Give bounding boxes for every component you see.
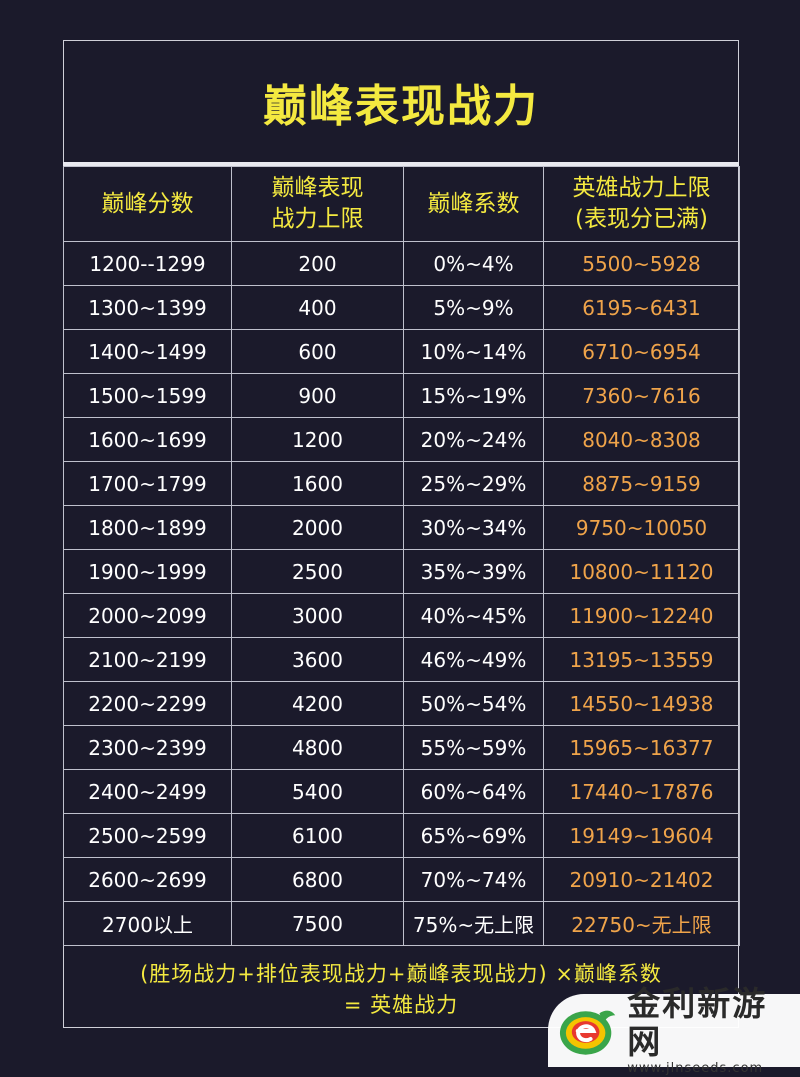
cell-peak-score: 2200~2299 — [63, 681, 232, 726]
cell-hero-power-cap: 7360~7616 — [543, 373, 740, 418]
cell-peak-score: 2000~2099 — [63, 593, 232, 638]
cell-performance-cap: 3000 — [231, 593, 404, 638]
table-row: 2300~2399 4800 55%~59% 15965~16377 — [63, 725, 740, 770]
cell-coefficient: 46%~49% — [403, 637, 544, 682]
cell-performance-cap: 6100 — [231, 813, 404, 858]
logo-icon — [559, 1010, 616, 1055]
cell-coefficient: 70%~74% — [403, 857, 544, 902]
cell-peak-score: 1300~1399 — [63, 285, 232, 330]
table-row: 2200~2299 4200 50%~54% 14550~14938 — [63, 681, 740, 726]
cell-performance-cap: 5400 — [231, 769, 404, 814]
cell-performance-cap: 1200 — [231, 417, 404, 462]
watermark-name: 金利新游网 — [627, 983, 768, 1061]
cell-hero-power-cap: 11900~12240 — [543, 593, 740, 638]
formula-note: (胜场战力+排位表现战力+巅峰表现战力) ×巅峰系数 = 英雄战力 — [63, 952, 739, 1028]
cell-hero-power-cap: 19149~19604 — [543, 813, 740, 858]
formula-line-1: (胜场战力+排位表现战力+巅峰表现战力) ×巅峰系数 — [140, 962, 662, 986]
table-row: 1900~1999 2500 35%~39% 10800~11120 — [63, 549, 740, 594]
cell-hero-power-cap: 22750~无上限 — [543, 901, 740, 946]
cell-hero-power-cap: 8875~9159 — [543, 461, 740, 506]
cell-performance-cap: 7500 — [231, 901, 404, 946]
cell-coefficient: 20%~24% — [403, 417, 544, 462]
cell-peak-score: 2600~2699 — [63, 857, 232, 902]
cell-performance-cap: 400 — [231, 285, 404, 330]
table-row: 1400~1499 600 10%~14% 6710~6954 — [63, 329, 740, 374]
cell-hero-power-cap: 6710~6954 — [543, 329, 740, 374]
cell-hero-power-cap: 13195~13559 — [543, 637, 740, 682]
cell-coefficient: 35%~39% — [403, 549, 544, 594]
table-row: 1200--1299 200 0%~4% 5500~5928 — [63, 241, 740, 286]
header-peak-coefficient: 巅峰系数 — [403, 166, 544, 242]
cell-peak-score: 2400~2499 — [63, 769, 232, 814]
table-row: 1800~1899 2000 30%~34% 9750~10050 — [63, 505, 740, 550]
cell-coefficient: 5%~9% — [403, 285, 544, 330]
cell-performance-cap: 900 — [231, 373, 404, 418]
cell-hero-power-cap: 17440~17876 — [543, 769, 740, 814]
table-row: 1300~1399 400 5%~9% 6195~6431 — [63, 285, 740, 330]
table-body: 1200--1299 200 0%~4% 5500~5928 1300~1399 400 5… — [63, 241, 740, 946]
cell-hero-power-cap: 6195~6431 — [543, 285, 740, 330]
cell-performance-cap: 600 — [231, 329, 404, 374]
cell-coefficient: 75%~无上限 — [403, 901, 544, 946]
cell-hero-power-cap: 20910~21402 — [543, 857, 740, 902]
cell-coefficient: 40%~45% — [403, 593, 544, 638]
header-hero-power-cap: 英雄战力上限 (表现分已满) — [543, 166, 740, 242]
cell-performance-cap: 2000 — [231, 505, 404, 550]
cell-hero-power-cap: 15965~16377 — [543, 725, 740, 770]
cell-coefficient: 65%~69% — [403, 813, 544, 858]
cell-coefficient: 30%~34% — [403, 505, 544, 550]
cell-coefficient: 60%~64% — [403, 769, 544, 814]
cell-performance-cap: 3600 — [231, 637, 404, 682]
table-row: 2000~2099 3000 40%~45% 11900~12240 — [63, 593, 740, 638]
cell-coefficient: 55%~59% — [403, 725, 544, 770]
cell-coefficient: 15%~19% — [403, 373, 544, 418]
table-row: 1600~1699 1200 20%~24% 8040~8308 — [63, 417, 740, 462]
cell-peak-score: 1800~1899 — [63, 505, 232, 550]
cell-peak-score: 2300~2399 — [63, 725, 232, 770]
cell-peak-score: 1700~1799 — [63, 461, 232, 506]
cell-peak-score: 1600~1699 — [63, 417, 232, 462]
table-row: 2700以上 7500 75%~无上限 22750~无上限 — [63, 901, 740, 946]
cell-peak-score: 1200--1299 — [63, 241, 232, 286]
table-header-row: 巅峰分数 巅峰表现 战力上限 巅峰系数 英雄战力上限 (表现分已满) — [63, 166, 740, 242]
table-row: 2600~2699 6800 70%~74% 20910~21402 — [63, 857, 740, 902]
cell-performance-cap: 4800 — [231, 725, 404, 770]
cell-hero-power-cap: 9750~10050 — [543, 505, 740, 550]
cell-performance-cap: 200 — [231, 241, 404, 286]
header-performance-cap: 巅峰表现 战力上限 — [231, 166, 404, 242]
cell-coefficient: 25%~29% — [403, 461, 544, 506]
table-row: 1500~1599 900 15%~19% 7360~7616 — [63, 373, 740, 418]
cell-peak-score: 2500~2599 — [63, 813, 232, 858]
cell-peak-score: 2700以上 — [63, 901, 232, 946]
cell-peak-score: 1900~1999 — [63, 549, 232, 594]
cell-coefficient: 50%~54% — [403, 681, 544, 726]
header-peak-score: 巅峰分数 — [63, 166, 232, 242]
table-row: 2500~2599 6100 65%~69% 19149~19604 — [63, 813, 740, 858]
cell-hero-power-cap: 8040~8308 — [543, 417, 740, 462]
title-divider — [63, 162, 739, 166]
cell-coefficient: 0%~4% — [403, 241, 544, 286]
power-table: 巅峰分数 巅峰表现 战力上限 巅峰系数 英雄战力上限 (表现分已满) 1200--1… — [63, 166, 740, 946]
cell-peak-score: 2100~2199 — [63, 637, 232, 682]
cell-performance-cap: 6800 — [231, 857, 404, 902]
table-row: 2400~2499 5400 60%~64% 17440~17876 — [63, 769, 740, 814]
watermark-url: www.jlnseeds.com — [627, 1060, 764, 1076]
cell-coefficient: 10%~14% — [403, 329, 544, 374]
cell-performance-cap: 1600 — [231, 461, 404, 506]
cell-peak-score: 1500~1599 — [63, 373, 232, 418]
cell-hero-power-cap: 5500~5928 — [543, 241, 740, 286]
cell-hero-power-cap: 10800~11120 — [543, 549, 740, 594]
cell-peak-score: 1400~1499 — [63, 329, 232, 374]
page-title: 巅峰表现战力 — [263, 81, 539, 132]
cell-performance-cap: 2500 — [231, 549, 404, 594]
formula-line-2: = 英雄战力 — [343, 993, 459, 1017]
table-row: 2100~2199 3600 46%~49% 13195~13559 — [63, 637, 740, 682]
table-row: 1700~1799 1600 25%~29% 8875~9159 — [63, 461, 740, 506]
watermark: 金利新游网 www.jlnseeds.com — [548, 984, 800, 1076]
cell-performance-cap: 4200 — [231, 681, 404, 726]
cell-hero-power-cap: 14550~14938 — [543, 681, 740, 726]
